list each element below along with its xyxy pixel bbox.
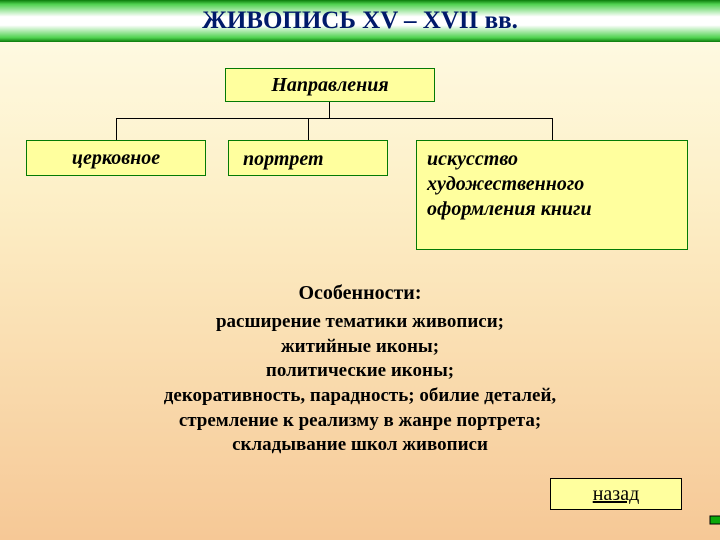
tree-child-box: церковное: [26, 140, 206, 176]
features-heading: Особенности:: [0, 282, 720, 305]
title-bar: ЖИВОПИСЬ XV – XVII вв.: [0, 0, 720, 42]
tree-root-label: Направления: [271, 73, 388, 98]
tree-root-box: Направления: [225, 68, 435, 102]
tree-child-label: церковное: [72, 146, 160, 171]
page-title: ЖИВОПИСЬ XV – XVII вв.: [202, 7, 518, 35]
tree-child-label: искусство художественного оформления кни…: [427, 147, 677, 222]
tree-connector: [308, 118, 309, 140]
back-button-label: назад: [593, 483, 640, 506]
tree-connector: [552, 118, 553, 140]
tree-connector: [329, 102, 330, 118]
tree-child-box: искусство художественного оформления кни…: [416, 140, 688, 250]
back-button[interactable]: назад: [550, 478, 682, 510]
tree-child-label: портрет: [243, 147, 324, 172]
tree-connector: [116, 118, 117, 140]
features-body: расширение тематики живописи; житийные и…: [70, 310, 650, 458]
tree-connector: [116, 118, 552, 119]
tree-child-box: портрет: [228, 140, 388, 176]
